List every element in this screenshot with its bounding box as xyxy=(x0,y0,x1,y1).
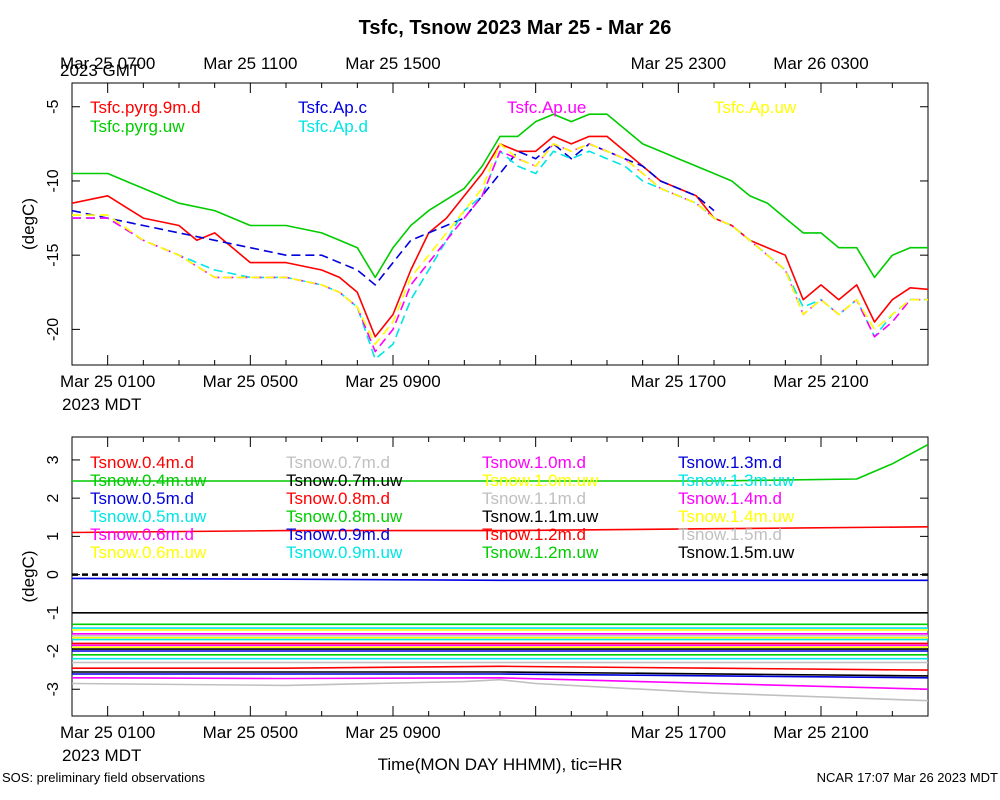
top-tick-label: Mar 25 0700 xyxy=(60,54,155,73)
legend-label-Tsnow.1.0m.d: Tsnow.1.0m.d xyxy=(482,453,586,472)
legend-label-Tsnow.1.3m.d: Tsnow.1.3m.d xyxy=(678,453,782,472)
bottom-tick-label: Mar 25 2100 xyxy=(773,372,868,391)
top-tick-label: Mar 26 0300 xyxy=(773,54,868,73)
series-group xyxy=(72,113,928,360)
series-line-Tsnow.0.4m.uw xyxy=(72,443,928,482)
legend-label-Tsnow.1.4m.uw: Tsnow.1.4m.uw xyxy=(678,507,795,526)
series-line-Tsfc.pyrg.9m.d xyxy=(72,135,928,338)
legend-label-Tsnow.1.2m.uw: Tsnow.1.2m.uw xyxy=(482,543,599,562)
y-tick-label: -1 xyxy=(45,606,62,620)
bottom-tick-label: Mar 25 2100 xyxy=(773,723,868,742)
legend-label-Tsnow.0.8m.uw: Tsnow.0.8m.uw xyxy=(286,507,403,526)
series-line-Tsfc.Ap.uw xyxy=(72,143,928,346)
series-line-Tsfc.Ap.d xyxy=(72,150,928,360)
y-tick-label: -2 xyxy=(45,644,62,658)
top-tick-label: Mar 25 1500 xyxy=(345,54,440,73)
legend-label-Tsnow.0.9m.uw: Tsnow.0.9m.uw xyxy=(286,543,403,562)
series-line-Tsfc.Ap.c xyxy=(72,143,715,286)
top-tick-label: Mar 25 1100 xyxy=(203,54,297,73)
footer-left: SOS: preliminary field observations xyxy=(2,770,206,785)
legend-label-Tsfc.Ap.uw: Tsfc.Ap.uw xyxy=(714,98,797,117)
legend-label-Tsfc.Ap.ue: Tsfc.Ap.ue xyxy=(507,98,586,117)
bottom-tick-label: Mar 25 0100 xyxy=(60,372,155,391)
legend-label-Tsnow.0.4m.d: Tsnow.0.4m.d xyxy=(90,453,194,472)
bottom-tick-label: Mar 25 0100 xyxy=(60,723,155,742)
y-tick-label: -20 xyxy=(45,318,62,341)
y-tick-label: -3 xyxy=(45,682,62,696)
legend-label-Tsnow.1.5m.uw: Tsnow.1.5m.uw xyxy=(678,543,795,562)
legend-label-Tsfc.pyrg.9m.d: Tsfc.pyrg.9m.d xyxy=(90,98,201,117)
legend-label-Tsnow.0.4m.uw: Tsnow.0.4m.uw xyxy=(90,471,207,490)
legend-label-Tsfc.Ap.c: Tsfc.Ap.c xyxy=(298,98,367,117)
top-axis-units: 2023 GMT xyxy=(60,61,140,80)
series-line-Tsfc.pyrg.uw xyxy=(72,113,928,279)
top-tick-label: Mar 25 2300 xyxy=(631,54,726,73)
series-line-Tsnow.1.0m.d xyxy=(72,676,928,690)
legend-label-Tsnow.0.7m.uw: Tsnow.0.7m.uw xyxy=(286,471,403,490)
series-line-Tsfc.Ap.ue xyxy=(72,143,928,353)
bottom-axis-units: 2023 MDT xyxy=(62,395,141,414)
legend-label-Tsnow.1.1m.d: Tsnow.1.1m.d xyxy=(482,489,586,508)
legend-label-Tsfc.pyrg.uw: Tsfc.pyrg.uw xyxy=(90,117,185,136)
legend-label-Tsnow.0.5m.d: Tsnow.0.5m.d xyxy=(90,489,194,508)
bottom-tick-label: Mar 25 0500 xyxy=(203,372,298,391)
series-line-Tsnow.1.2m.d xyxy=(72,665,928,671)
y-tick-label: -10 xyxy=(45,169,62,192)
legend-label-Tsnow.0.7m.d: Tsnow.0.7m.d xyxy=(286,453,390,472)
plot-frame xyxy=(71,82,929,366)
bottom-tick-label: Mar 25 0900 xyxy=(345,372,440,391)
legend-label-Tsnow.0.9m.d: Tsnow.0.9m.d xyxy=(286,525,390,544)
bottom-tick-label: Mar 25 1700 xyxy=(631,372,726,391)
y-axis-label: (degC) xyxy=(19,551,38,603)
series-group xyxy=(72,443,928,702)
series-line-Tsnow.1.3m.d xyxy=(72,673,928,679)
legend-label-Tsnow.1.5m.d: Tsnow.1.5m.d xyxy=(678,525,782,544)
legend-label-Tsnow.0.8m.d: Tsnow.0.8m.d xyxy=(286,489,390,508)
legend-label-Tsnow.1.4m.d: Tsnow.1.4m.d xyxy=(678,489,782,508)
series-line-Tsnow.0.7m.d xyxy=(72,678,928,702)
tsnow-panel: 3 2 1 0 -1 -2 -3 (degC) Mar 25 0100 Mar 25 0500 Ma… xyxy=(19,436,929,765)
y-tick-label: 0 xyxy=(45,570,62,579)
bottom-tick-label: Mar 25 0900 xyxy=(345,723,440,742)
legend-label-Tsnow.1.2m.d: Tsnow.1.2m.d xyxy=(482,525,586,544)
legend-label-Tsnow.0.6m.d: Tsnow.0.6m.d xyxy=(90,525,194,544)
footer-right: NCAR 17:07 Mar 26 2023 MDT xyxy=(817,770,998,785)
bottom-axis-units: 2023 MDT xyxy=(62,746,141,765)
legend-label-Tsfc.Ap.d: Tsfc.Ap.d xyxy=(298,117,368,136)
legend-label-Tsnow.0.5m.uw: Tsnow.0.5m.uw xyxy=(90,507,207,526)
y-tick-label: 1 xyxy=(45,532,62,541)
x-axis-label: Time(MON DAY HHMM), tic=HR xyxy=(378,755,623,774)
series-line-Tsnow.1.1m.uw xyxy=(72,671,928,677)
y-axis-label: (degC) xyxy=(19,198,38,250)
bottom-tick-label: Mar 25 0500 xyxy=(203,723,298,742)
tsfc-panel: -5 -10 -15 -20 (degC) Mar 25 0100 Mar 25 0500 M… xyxy=(19,54,929,414)
series-line-Tsnow.0.4m.d xyxy=(72,526,928,534)
legend-label-Tsnow.1.3m.uw: Tsnow.1.3m.uw xyxy=(678,471,795,490)
legend-label-Tsnow.1.0m.uw: Tsnow.1.0m.uw xyxy=(482,471,599,490)
y-tick-label: 2 xyxy=(45,494,62,503)
bottom-tick-label: Mar 25 1700 xyxy=(631,723,726,742)
series-line-Tsnow.0.5m.d xyxy=(72,577,928,582)
y-tick-label: -5 xyxy=(45,100,62,114)
legend-label-Tsnow.1.1m.uw: Tsnow.1.1m.uw xyxy=(482,507,599,526)
y-tick-label: -15 xyxy=(45,244,62,267)
y-tick-label: 3 xyxy=(45,455,62,464)
chart-title: Tsfc, Tsnow 2023 Mar 25 - Mar 26 xyxy=(359,17,672,39)
legend-label-Tsnow.0.6m.uw: Tsnow.0.6m.uw xyxy=(90,543,207,562)
